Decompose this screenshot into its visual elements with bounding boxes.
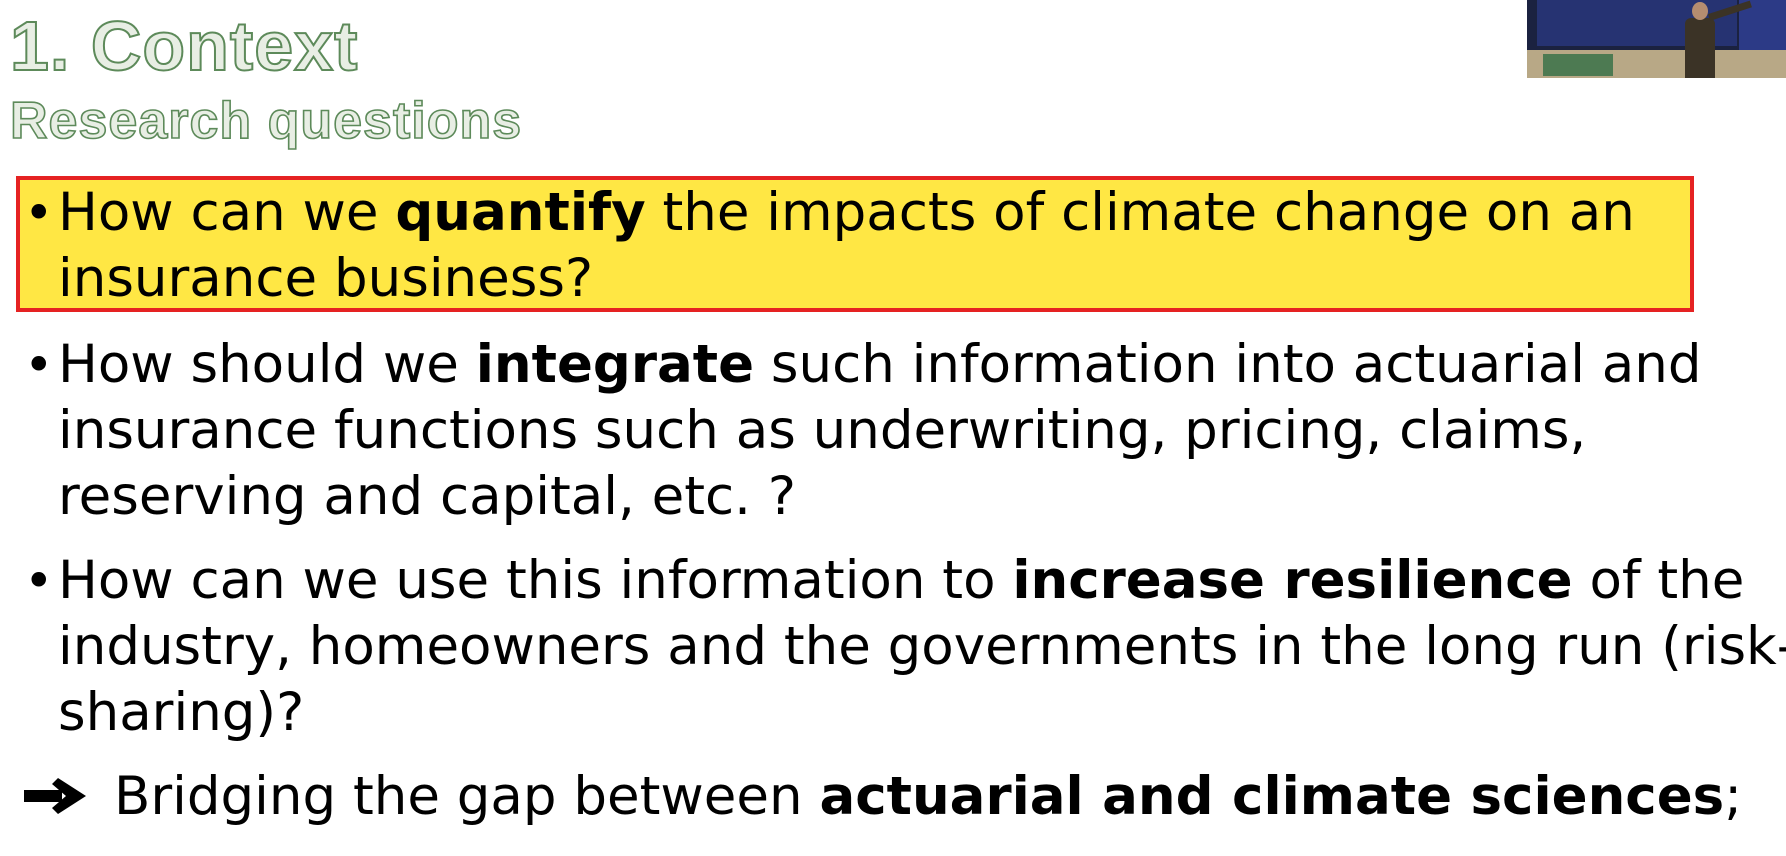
bullet-bold-term: integrate — [475, 334, 755, 395]
slide-subtitle: Research questions — [9, 91, 523, 151]
bullet-item-quantify: • How can we quantify the impacts of cli… — [22, 180, 1738, 312]
conclusion-text: Bridging the gap between — [114, 766, 820, 827]
bullet-text: the impacts of climate change on an insu… — [58, 182, 1635, 309]
bullet-text: How can we use this information to — [58, 550, 1013, 611]
webcam-thumbnail — [1527, 0, 1786, 78]
bullet-bold-term: increase resilience — [1012, 550, 1573, 611]
bullet-text: How should we — [58, 334, 476, 395]
highlight-box — [16, 176, 1694, 312]
bullet-icon: • — [24, 552, 54, 610]
bullet-icon: • — [24, 184, 54, 242]
bullet-bold-term: quantify — [395, 182, 646, 243]
bullet-text: of the industry, homeowners and the gove… — [58, 550, 1786, 743]
conclusion-line: Bridging the gap between actuarial and c… — [22, 764, 1782, 830]
slide-title: 1. Context — [9, 7, 359, 85]
bullet-text: such information into actuarial and insu… — [58, 334, 1702, 527]
arrow-right-icon — [24, 778, 86, 814]
bullet-text: How can we — [58, 182, 396, 243]
conclusion-end: ; — [1724, 766, 1743, 827]
bullet-item-resilience: • How can we use this information to inc… — [22, 548, 1786, 746]
bullet-item-integrate: • How should we integrate such informati… — [22, 332, 1786, 530]
bullet-icon: • — [24, 336, 54, 394]
conclusion-bold-term: actuarial and climate sciences — [819, 766, 1725, 827]
